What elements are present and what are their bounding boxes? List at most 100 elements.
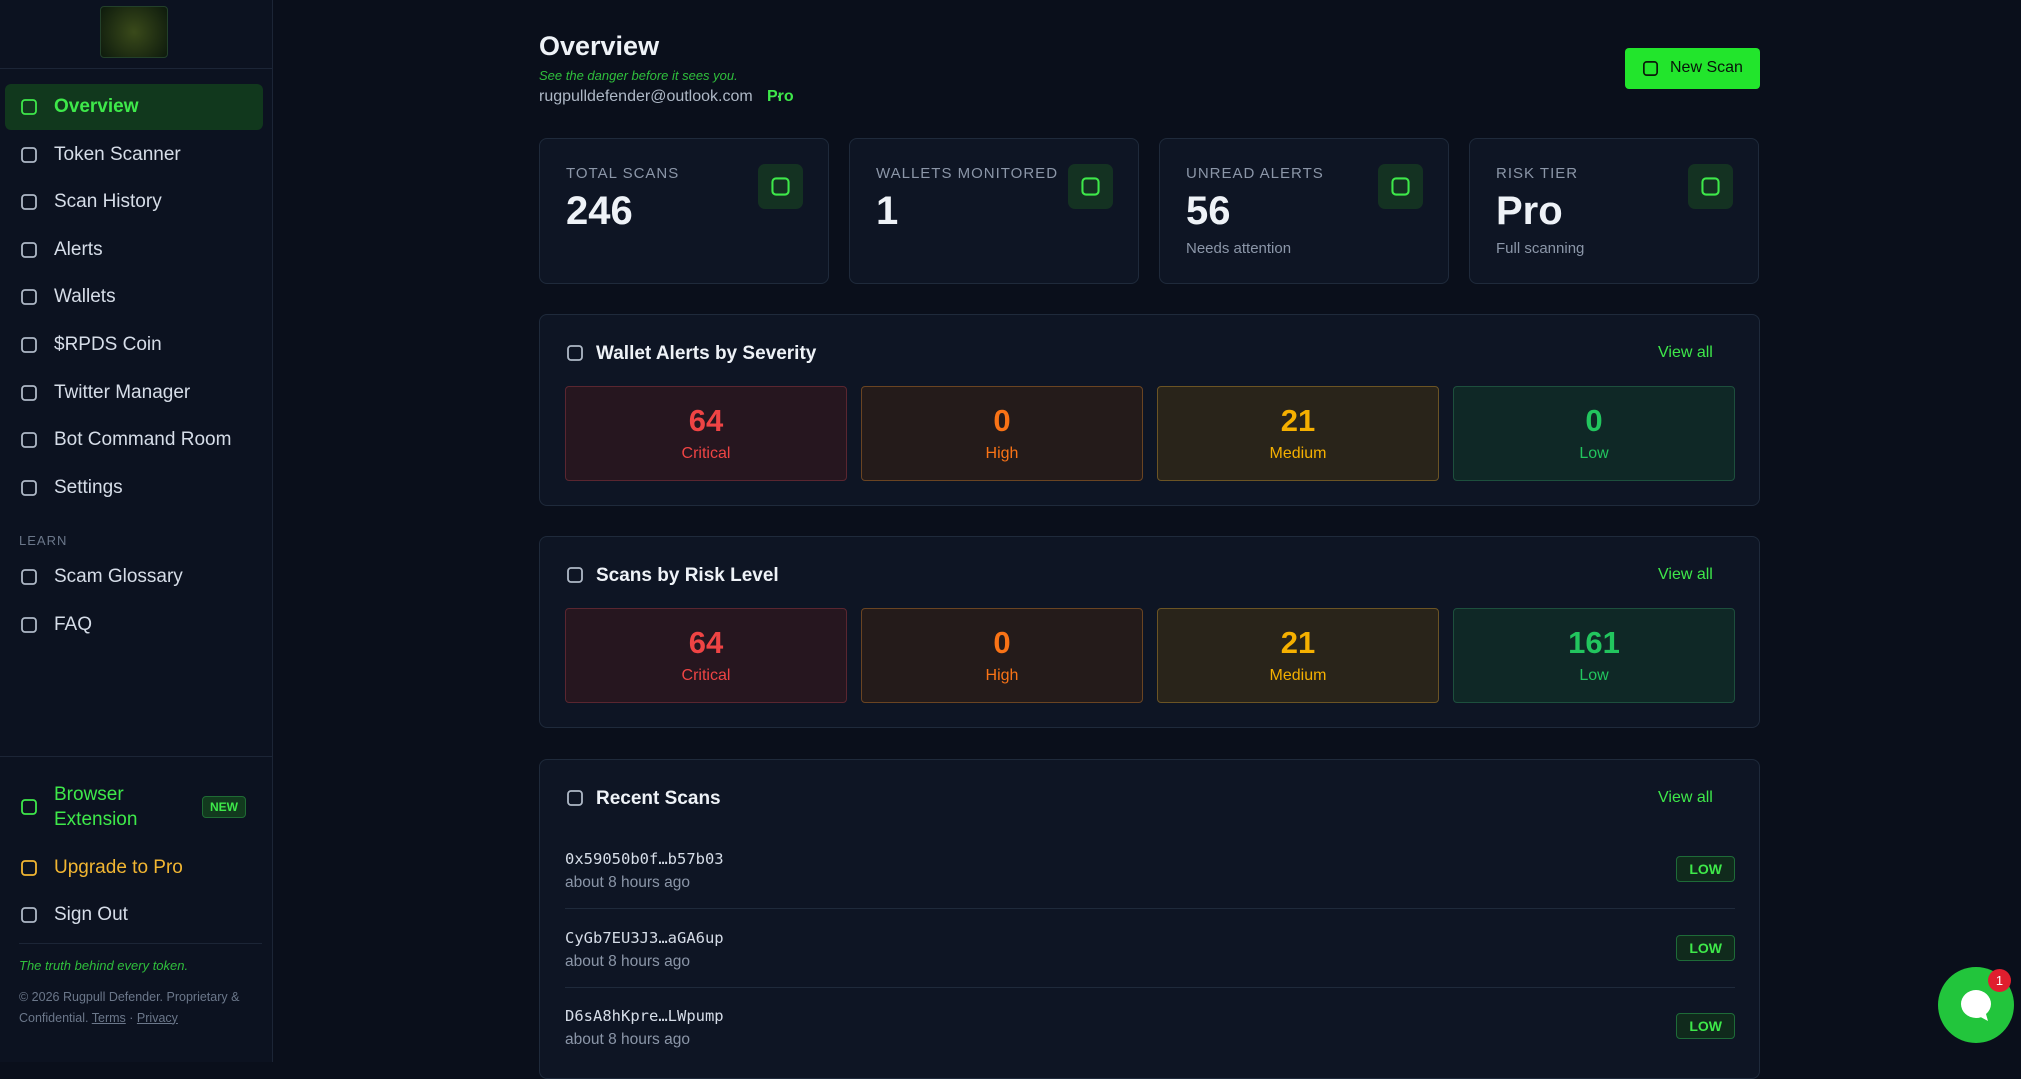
- level-count: 161: [1568, 625, 1620, 660]
- icon: [21, 337, 37, 353]
- recent-scans: Recent Scans View all 0x59050b0f…b57b03 abo…: [539, 759, 1760, 1079]
- level-count: 21: [1280, 625, 1316, 660]
- chat-badge: 1: [1988, 969, 2011, 992]
- page-title: Overview: [539, 31, 660, 61]
- scan-row[interactable]: 0x59050b0f…b57b03 about 8 hours ago LOW: [565, 848, 1735, 918]
- divider: [19, 943, 262, 944]
- stat-icon: [1378, 164, 1423, 209]
- level-box: 0 Low: [1453, 386, 1735, 481]
- icon-shape: [21, 907, 37, 923]
- icon-shape: [1081, 177, 1100, 196]
- icon-shape: [21, 194, 37, 211]
- stat-value: 1: [876, 189, 899, 233]
- nav-label: Twitter Manager: [54, 381, 191, 403]
- icon-shape: [567, 567, 583, 583]
- stat-card: TOTAL SCANS 246: [539, 138, 829, 284]
- nav-item[interactable]: $RPDS Coin: [5, 322, 263, 368]
- icon-shape: [21, 289, 37, 306]
- section-heading: LEARN: [19, 533, 68, 548]
- level-box: 64 Critical: [565, 608, 847, 703]
- nav-item[interactable]: Overview: [5, 84, 263, 130]
- icon-shape: [1701, 177, 1720, 196]
- icon-shape: [1642, 60, 1659, 77]
- icon: [21, 289, 37, 306]
- icon-shape: [21, 241, 37, 258]
- nav-label: FAQ: [54, 614, 93, 635]
- icon: [21, 241, 37, 258]
- row-divider: [565, 908, 1735, 909]
- level-box: 0 High: [861, 386, 1143, 481]
- level-label: Medium: [1269, 667, 1327, 684]
- nav-item[interactable]: Token Scanner: [5, 132, 263, 178]
- risk-pill: LOW: [1676, 856, 1735, 882]
- scan-address: 0x59050b0f…b57b03: [565, 850, 724, 868]
- chat-shape: [1961, 990, 1991, 1021]
- view-all[interactable]: View all: [1658, 566, 1713, 583]
- icon: [567, 345, 583, 361]
- nav-label: Alerts: [54, 238, 103, 260]
- icon-shape: [21, 569, 37, 585]
- view-all[interactable]: View all: [1658, 789, 1713, 806]
- level-label: Critical: [681, 445, 731, 462]
- icon: [21, 146, 37, 163]
- nav-item[interactable]: Wallets: [5, 274, 263, 320]
- scan-row[interactable]: CyGb7EU3J3…aGA6up about 8 hours ago LOW: [565, 927, 1735, 997]
- link[interactable]: Terms: [91, 1010, 126, 1025]
- icon: [567, 790, 583, 806]
- level-label: Low: [1579, 667, 1609, 684]
- level-count: 64: [688, 403, 724, 438]
- icon-shape: [567, 345, 583, 361]
- nav-item[interactable]: FAQ: [5, 602, 263, 648]
- sign-out[interactable]: Sign Out: [5, 892, 263, 938]
- scan-time: about 8 hours ago: [565, 1031, 690, 1048]
- icon: [1642, 60, 1659, 77]
- icon: [21, 799, 37, 815]
- icon: [21, 432, 37, 449]
- copyright: © 2026 Rugpull Defender. Proprietary & C…: [19, 987, 259, 1028]
- level-label: Critical: [681, 667, 731, 684]
- footer-tagline: The truth behind every token.: [19, 958, 189, 973]
- nav-item[interactable]: Scan History: [5, 179, 263, 225]
- icon-shape: [21, 146, 37, 163]
- stat-icon: [758, 164, 803, 209]
- level-label: Medium: [1269, 445, 1327, 462]
- icon-shape: [21, 384, 37, 401]
- upgrade-link[interactable]: Upgrade to Pro: [5, 845, 263, 891]
- page-tagline: See the danger before it sees you.: [539, 68, 738, 83]
- icon: [1081, 177, 1100, 196]
- nav-label: Scam Glossary: [54, 566, 183, 587]
- nav-item[interactable]: Bot Command Room: [5, 417, 263, 463]
- icon-shape: [21, 337, 37, 353]
- stat-card: UNREAD ALERTS 56 Needs attention: [1159, 138, 1449, 284]
- badge: NEW: [202, 796, 246, 818]
- divider: [0, 756, 272, 757]
- icon-shape: [21, 799, 37, 815]
- stat-label: UNREAD ALERTS: [1186, 165, 1324, 182]
- button-label: New Scan: [1670, 59, 1743, 76]
- icon: [21, 384, 37, 401]
- level-count: 0: [1585, 403, 1603, 438]
- level-label: High: [985, 667, 1019, 684]
- view-all[interactable]: View all: [1658, 344, 1713, 361]
- level-label: Low: [1579, 445, 1609, 462]
- nav-item[interactable]: Scam Glossary: [5, 554, 263, 600]
- scan-row[interactable]: D6sA8hKpre…LWpump about 8 hours ago LOW: [565, 1005, 1735, 1075]
- icon-shape: [771, 177, 790, 196]
- copyright-text: © 2026 Rugpull Defender. Proprietary & C…: [19, 990, 240, 1025]
- panel: Wallet Alerts by Severity View all 64 Criti…: [539, 314, 1760, 506]
- nav-item[interactable]: Settings: [5, 465, 263, 511]
- nav-item[interactable]: Twitter Manager: [5, 370, 263, 416]
- extension-label: Browser Extension: [54, 784, 138, 830]
- level-count: 21: [1280, 403, 1316, 438]
- nav-item[interactable]: Alerts: [5, 227, 263, 273]
- new-scan-button[interactable]: New Scan: [1625, 48, 1760, 89]
- icon-shape: [21, 432, 37, 449]
- icon: [21, 99, 37, 115]
- level-box: 21 Medium: [1157, 608, 1439, 703]
- row-divider: [565, 986, 1735, 988]
- panel-title: Wallet Alerts by Severity: [596, 343, 817, 364]
- link[interactable]: Privacy: [136, 1010, 178, 1025]
- extension-link[interactable]: Browser Extension NEW: [5, 782, 263, 834]
